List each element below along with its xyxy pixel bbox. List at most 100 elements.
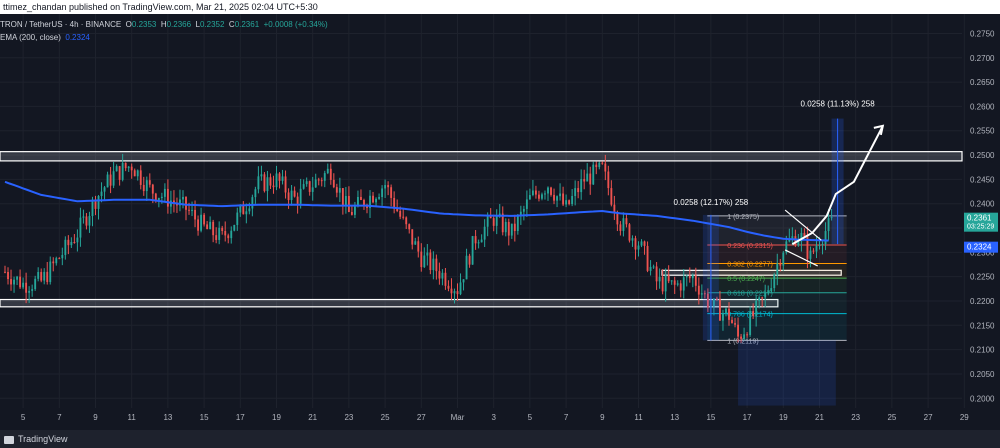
candle-body (94, 199, 97, 209)
candle-body (812, 250, 815, 252)
candle-body (489, 215, 492, 219)
candle-body (498, 213, 501, 216)
candle-body (556, 196, 558, 201)
candle-body (242, 205, 245, 215)
candle-body (667, 275, 670, 282)
candle-body (438, 271, 441, 279)
candle-body (79, 217, 82, 238)
candle-body (423, 255, 426, 268)
candle-body (809, 250, 812, 259)
candle-body (157, 197, 160, 201)
candle-body (541, 194, 543, 199)
zone-box (0, 151, 963, 162)
candle-body (182, 196, 184, 200)
x-tick-label: 7 (564, 413, 569, 422)
fib-band (707, 313, 847, 341)
candle-body (278, 173, 281, 181)
x-tick-label: 5 (528, 413, 533, 422)
candle-body (471, 236, 474, 265)
candle-body (185, 196, 187, 210)
candle-body (67, 239, 70, 246)
candle-body (323, 173, 326, 181)
candle-body (287, 192, 290, 201)
candle-body (308, 181, 311, 192)
candle-body (224, 231, 227, 236)
candle-body (341, 188, 344, 206)
candle-body (779, 263, 782, 266)
candle-body (357, 196, 359, 206)
candle-body (248, 208, 251, 212)
candle-body (163, 188, 166, 197)
candle-body (456, 291, 459, 295)
candle-body (465, 255, 468, 280)
candle-body (311, 187, 314, 192)
candle-body (794, 236, 797, 246)
candle-body (290, 190, 293, 201)
measure-label: 0.0258 (11.13%) 258 (801, 100, 876, 109)
y-tick-label: 0.2300 (970, 248, 995, 257)
candle-body (426, 252, 429, 256)
x-tick-label: 25 (887, 413, 896, 422)
candle-body (631, 238, 634, 241)
candle-body (266, 177, 269, 192)
candle-body (115, 166, 118, 172)
candle-body (580, 179, 583, 193)
candle-body (770, 288, 773, 292)
change-value: +0.0008 (+0.34%) (263, 20, 328, 29)
candle-body (788, 238, 791, 242)
candle-body (441, 272, 444, 279)
candle-body (142, 184, 145, 192)
candle-body (191, 209, 193, 211)
candle-body (151, 184, 154, 194)
x-tick-label: 9 (93, 413, 98, 422)
footer-brand: TradingView (18, 434, 68, 444)
candle-body (269, 177, 272, 186)
candle-body (64, 239, 67, 255)
candle-body (528, 195, 531, 200)
candle-body (320, 180, 323, 182)
candle-body (685, 276, 688, 278)
time-axis[interactable]: 5 7 9 11 13 15 17 19 21 23 25 27 Mar 3 5 7 9 11 13 15 17 19 21… (21, 413, 969, 422)
symbol-legend: TRON / TetherUS · 4h · BINANCE O0.2353 H… (0, 20, 328, 29)
candle-body (586, 173, 589, 182)
candle-body (501, 213, 504, 233)
x-tick-label: 17 (236, 413, 245, 422)
close-value: 0.2361 (234, 20, 260, 29)
candle-body (227, 235, 230, 239)
flag-line (784, 249, 818, 267)
y-tick-label: 0.2750 (970, 29, 995, 38)
candle-body (70, 242, 73, 246)
fib-band (707, 292, 847, 314)
candle-body (700, 293, 703, 295)
candle-body (592, 164, 595, 185)
candle-body (595, 164, 598, 168)
candle-body (661, 276, 664, 292)
candle-body (468, 255, 471, 265)
price-axis[interactable]: 0.2000 0.2050 0.2100 0.2150 0.2200 0.2250 0.23… (964, 29, 998, 403)
low-value: 0.2352 (199, 20, 225, 29)
candle-body (417, 241, 420, 252)
high-value: 0.2366 (166, 20, 192, 29)
candle-body (61, 254, 64, 259)
candle-body (305, 181, 308, 185)
candle-body (314, 179, 317, 188)
candle-body (31, 289, 34, 291)
candle-body (399, 210, 402, 217)
x-tick-label: 7 (57, 413, 62, 422)
candle-body (435, 258, 438, 272)
candle-body (260, 174, 263, 177)
price-tag (964, 212, 998, 232)
publish-line: ttimez_chandan published on TradingView.… (3, 2, 318, 12)
candle-body (344, 196, 347, 206)
candle-body (752, 311, 755, 317)
candle-body (160, 196, 163, 198)
candle-body (706, 293, 709, 308)
candle-body (531, 190, 534, 196)
candle-body (682, 277, 685, 291)
candle-body (200, 214, 203, 231)
candle-body (589, 173, 592, 185)
candle-body (562, 193, 565, 205)
candle-body (480, 239, 483, 243)
high-label: H (160, 20, 167, 29)
